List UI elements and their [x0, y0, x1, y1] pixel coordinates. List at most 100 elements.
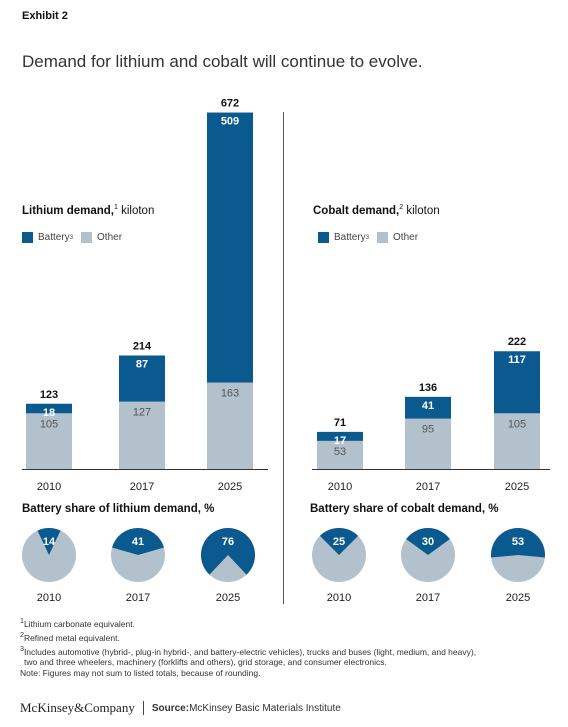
cobalt-pie-slice-2017 — [406, 528, 450, 555]
cobalt-title-unit: kiloton — [403, 204, 440, 217]
footnote-3: 3Includes automotive (hybrid-, plug-in h… — [20, 644, 560, 658]
footer: McKinsey&Company Source: McKinsey Basic … — [20, 700, 341, 716]
legend-battery: Battery 3 — [22, 232, 73, 243]
source-text: McKinsey Basic Materials Institute — [189, 702, 341, 714]
lithium-label-total-2017: 214 — [133, 340, 152, 352]
cobalt-bar-battery-2010 — [317, 431, 363, 441]
cobalt-tick-2017: 2017 — [416, 481, 440, 493]
cobalt-pie-value-2025: 53 — [512, 536, 524, 548]
lithium-pie-slice-2025 — [201, 528, 256, 575]
exhibit-label: Exhibit 2 — [22, 10, 68, 22]
lithium-bar-battery-2010 — [26, 403, 72, 414]
lithium-tick-2017: 2017 — [130, 481, 154, 493]
lithium-tick-2025: 2025 — [218, 481, 242, 493]
cobalt-title-sup: 2 — [399, 204, 404, 211]
battery-swatch — [318, 232, 329, 243]
cobalt-label-total-2025: 222 — [508, 336, 526, 348]
footnote-text: Refined metal equivalent. — [23, 632, 120, 643]
lithium-label-other-2025: 163 — [221, 388, 239, 400]
lithium-pie-value-2010: 14 — [43, 536, 56, 548]
cobalt-label-other-2017: 95 — [422, 424, 434, 436]
legend-other: Other — [81, 232, 122, 243]
footnote-text: Note: Figures may not sum to listed tota… — [20, 668, 261, 679]
cobalt-title-bold: Cobalt demand, — [313, 204, 400, 217]
footnote-text: two and three wheelers, machinery (forkl… — [24, 657, 387, 668]
headline: Demand for lithium and cobalt will conti… — [22, 52, 423, 71]
cobalt-pie-slice-2025 — [491, 528, 545, 558]
cobalt-label-battery-2017: 41 — [422, 400, 434, 412]
lithium-pie-year-2025: 2025 — [216, 592, 240, 604]
lithium-label-total-2010: 123 — [40, 389, 58, 401]
lithium-label-other-2017: 127 — [133, 407, 151, 419]
lithium-pie-title: Battery share of lithium demand, % — [22, 503, 215, 515]
cobalt-pie-title: Battery share of cobalt demand, % — [310, 503, 499, 515]
lithium-pie-year-2017: 2017 — [126, 592, 150, 604]
legend-battery: Battery 3 — [318, 232, 369, 243]
panel-divider — [283, 112, 284, 604]
footnotes: 1Lithium carbonate equivalent. 2Refined … — [20, 616, 560, 679]
cobalt-bar-battery-2025 — [494, 351, 540, 414]
legend-other-label: Other — [393, 232, 419, 243]
footnote-1: 1Lithium carbonate equivalent. — [20, 616, 560, 630]
legend-battery-label: Battery — [38, 232, 70, 243]
footnote-marker: 3 — [20, 644, 24, 653]
lithium-label-total-2025: 672 — [221, 98, 239, 110]
lithium-label-battery-2025: 509 — [221, 116, 239, 128]
lithium-pie-value-2025: 76 — [222, 536, 234, 548]
lithium-pie-value-2017: 41 — [132, 536, 144, 548]
brand-logo: McKinsey&Company — [20, 700, 135, 715]
lithium-bar-other-2017 — [119, 401, 165, 469]
footnote-note: Note: Figures may not sum to listed tota… — [20, 668, 560, 679]
legend-battery-sup: 3 — [365, 234, 370, 241]
footnote-marker: 1 — [20, 617, 24, 625]
cobalt-label-battery-2010: 17 — [334, 435, 346, 447]
footer-separator — [142, 701, 144, 715]
cobalt-legend: Battery 3 Other — [318, 232, 426, 243]
cobalt-bar-other-2025 — [494, 413, 540, 469]
footnote-marker: 2 — [20, 630, 24, 639]
cobalt-label-total-2017: 136 — [419, 382, 437, 394]
footnote-2: 2Refined metal equivalent. — [20, 630, 560, 644]
lithium-bar-other-2025 — [207, 382, 253, 469]
legend-other: Other — [377, 232, 418, 243]
lithium-bar-battery-2017 — [119, 355, 165, 402]
lithium-bar-other-2010 — [26, 413, 72, 469]
lithium-title-bold: Lithium demand, — [22, 204, 114, 217]
lithium-bar-battery-2025 — [207, 112, 253, 383]
lithium-title-unit: kiloton — [117, 204, 155, 217]
cobalt-pie-value-2010: 25 — [333, 536, 345, 548]
other-swatch — [81, 232, 93, 243]
cobalt-pie-year-2010: 2010 — [327, 592, 351, 604]
other-swatch — [377, 232, 389, 243]
cobalt-pie-year-2025: 2025 — [506, 592, 530, 604]
lithium-title-sup: 1 — [114, 204, 118, 211]
source-label: Source: — [151, 702, 190, 714]
lithium-pie-year-2010: 2010 — [37, 592, 61, 604]
cobalt-pie-slice-2010 — [319, 528, 359, 555]
cobalt-tick-2025: 2025 — [505, 481, 529, 493]
lithium-tick-2010: 2010 — [37, 481, 61, 493]
legend-battery-label: Battery — [334, 232, 366, 243]
lithium-label-other-2010: 105 — [40, 418, 58, 430]
footnote-text: Includes automotive (hybrid-, plug-in hy… — [23, 646, 477, 657]
cobalt-label-battery-2025: 117 — [508, 354, 526, 366]
legend-other-label: Other — [97, 232, 123, 243]
cobalt-bar-battery-2017 — [405, 396, 451, 419]
lithium-label-battery-2010: 18 — [43, 407, 55, 419]
cobalt-bar-other-2010 — [317, 440, 363, 469]
battery-swatch — [22, 232, 33, 243]
lithium-legend: Battery 3 Other — [22, 232, 130, 243]
footnote-text: Lithium carbonate equivalent. — [23, 618, 135, 629]
lithium-pie-slice-2017 — [112, 528, 164, 555]
footnote-3-cont: two and three wheelers, machinery (forkl… — [20, 657, 560, 668]
cobalt-label-total-2010: 71 — [334, 417, 346, 429]
lithium-pie-slice-2010 — [37, 527, 61, 555]
cobalt-pie-value-2017: 30 — [422, 536, 434, 548]
lithium-chart-title: Lithium demand,1 kiloton — [22, 204, 154, 217]
cobalt-label-other-2025: 105 — [508, 418, 526, 430]
lithium-label-battery-2017: 87 — [136, 358, 148, 370]
cobalt-pie-year-2017: 2017 — [416, 592, 440, 604]
cobalt-tick-2010: 2010 — [328, 481, 352, 493]
legend-battery-sup: 3 — [69, 234, 74, 241]
